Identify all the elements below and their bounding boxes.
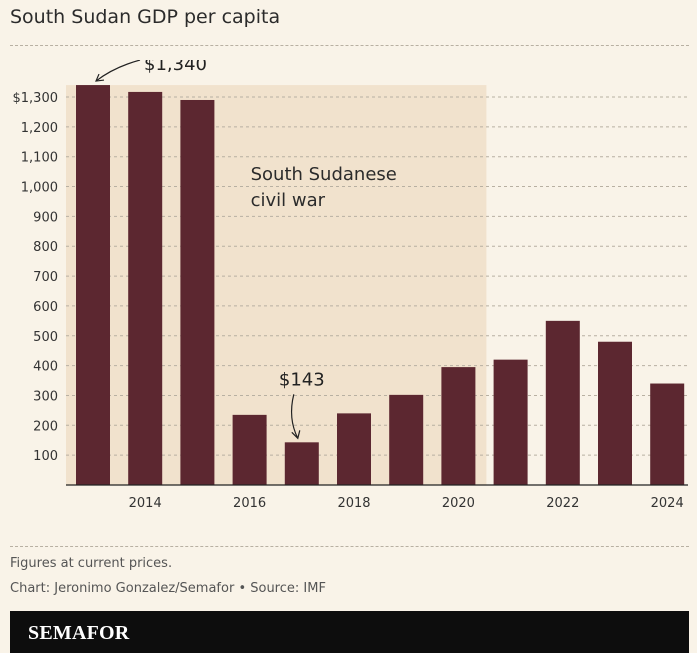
y-tick-label: 100 <box>33 449 58 464</box>
x-tick-label: 2022 <box>546 496 579 511</box>
civil-war-label-line2: civil war <box>251 190 326 211</box>
y-tick-label: 600 <box>33 300 58 315</box>
bar-2020 <box>441 367 476 485</box>
bar-2014 <box>128 91 163 486</box>
y-tick-label: 900 <box>33 210 58 225</box>
y-tick-label: 200 <box>33 419 58 434</box>
y-tick-label: 400 <box>33 360 58 375</box>
y-tick-label: 1,200 <box>21 121 58 136</box>
bar-2023 <box>598 341 632 485</box>
y-tick-label: 700 <box>33 270 58 285</box>
y-tick-label: 300 <box>33 389 58 404</box>
bar-2018 <box>337 413 371 485</box>
y-tick-label: 1,000 <box>21 181 58 196</box>
bar-chart: 100 200 300 400 500 600 700 800 900 1,000 1,100 1,2… <box>13 60 688 511</box>
footer-note: Figures at current prices. <box>10 556 173 571</box>
bar-2021 <box>493 359 528 485</box>
annotation-arrowhead-peak <box>95 73 105 82</box>
credit-line: Chart: Jeronimo Gonzalez/Semafor • Sourc… <box>10 581 326 596</box>
bar-2013 <box>76 85 110 486</box>
annotation-peak-value: $1,340 <box>144 60 207 75</box>
y-tick-label: 1,100 <box>21 151 58 166</box>
x-tick-label: 2024 <box>651 496 684 511</box>
y-tick-label: $1,300 <box>13 91 59 106</box>
bar-2016 <box>232 414 267 485</box>
chart-title: South Sudan GDP per capita <box>10 6 281 28</box>
bar-2019 <box>389 394 424 485</box>
bar-2015 <box>180 99 215 485</box>
annotation-arrow-low <box>290 394 299 439</box>
annotation-arrowhead-low <box>291 430 301 440</box>
y-tick-label: 800 <box>33 240 58 255</box>
x-tick-label: 2020 <box>442 496 475 511</box>
civil-war-label-line1: South Sudanese <box>251 164 397 185</box>
brand-logo: SEMAFOR <box>28 622 130 644</box>
x-tick-label: 2018 <box>337 496 370 511</box>
bottom-divider <box>10 546 689 547</box>
bar-2024 <box>650 383 685 485</box>
annotation-low-value: $143 <box>279 369 325 390</box>
bar-2017 <box>284 442 319 485</box>
top-divider <box>10 45 689 46</box>
y-tick-label: 500 <box>33 330 58 345</box>
x-tick-label: 2014 <box>129 496 162 511</box>
brand-footer: SEMAFOR <box>10 611 689 653</box>
x-tick-label: 2016 <box>233 496 266 511</box>
annotation-arrow-peak <box>95 60 141 82</box>
bar-2022 <box>545 320 580 485</box>
